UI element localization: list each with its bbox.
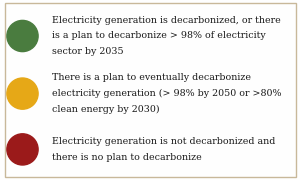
Text: sector by 2035: sector by 2035 — [52, 47, 124, 56]
Text: there is no plan to decarbonize: there is no plan to decarbonize — [52, 153, 202, 162]
Text: is a plan to decarbonize > 98% of electricity: is a plan to decarbonize > 98% of electr… — [52, 31, 266, 40]
Text: electricity generation (> 98% by 2050 or >80%: electricity generation (> 98% by 2050 or… — [52, 89, 282, 98]
FancyBboxPatch shape — [4, 3, 296, 177]
Text: clean energy by 2030): clean energy by 2030) — [52, 105, 160, 114]
Text: Electricity generation is not decarbonized and: Electricity generation is not decarboniz… — [52, 137, 276, 146]
Ellipse shape — [7, 134, 38, 165]
Ellipse shape — [7, 20, 38, 52]
Text: Electricity generation is decarbonized, or there: Electricity generation is decarbonized, … — [52, 16, 281, 25]
Ellipse shape — [7, 78, 38, 109]
Text: There is a plan to eventually decarbonize: There is a plan to eventually decarboniz… — [52, 73, 251, 82]
